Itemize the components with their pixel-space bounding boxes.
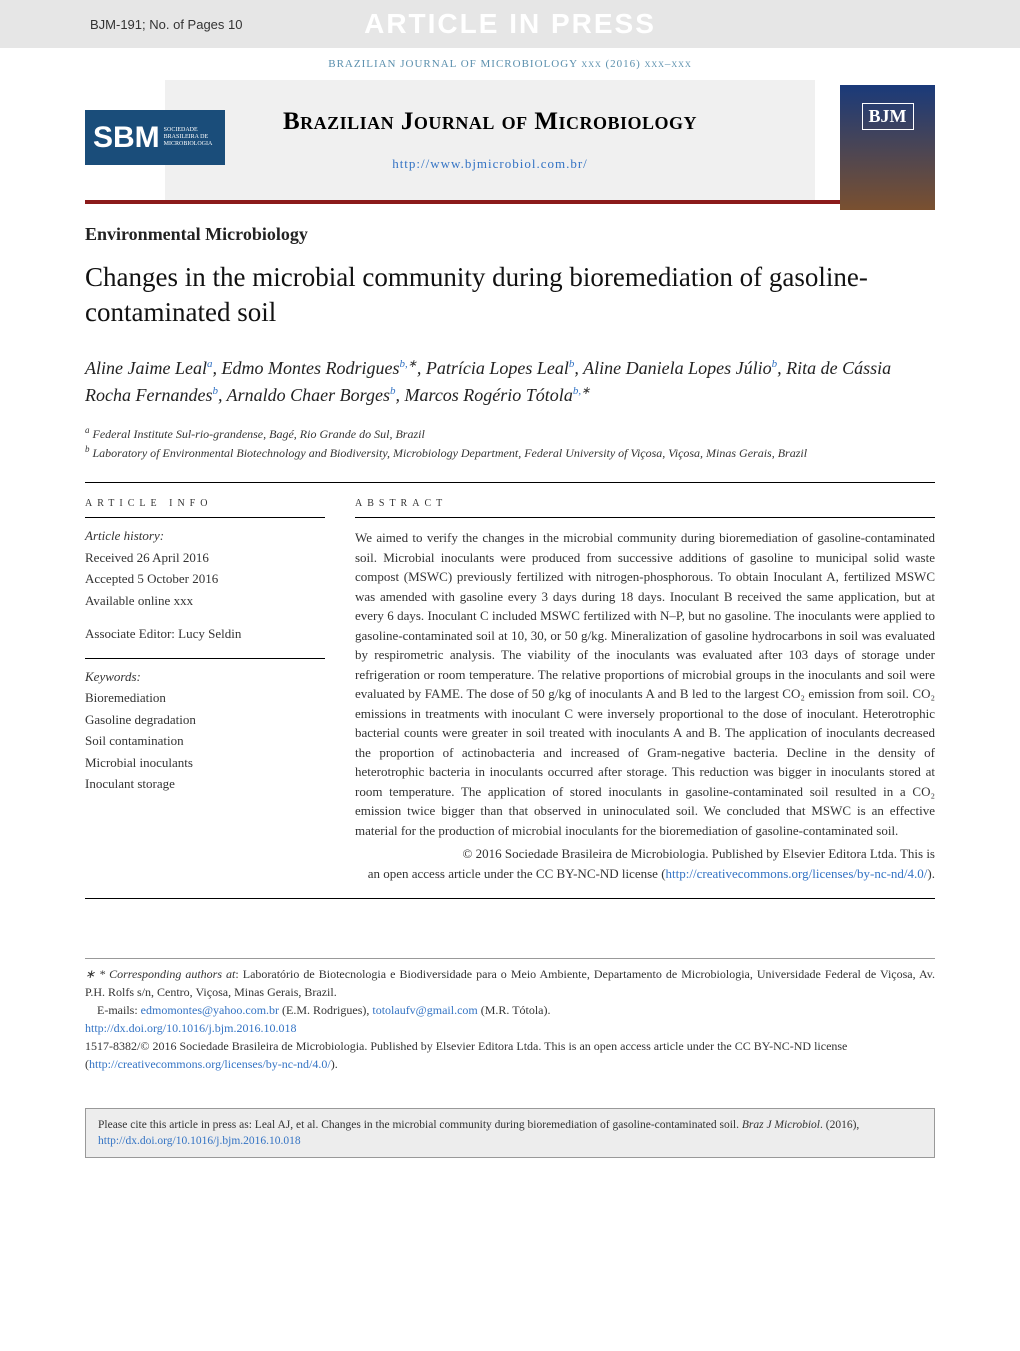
divider: [355, 517, 935, 518]
corresponding-star: ∗: [581, 385, 590, 397]
header-band: Brazilian Journal of Microbiology http:/…: [165, 80, 815, 200]
divider: [85, 658, 325, 659]
divider: [85, 958, 935, 959]
affil-text: Federal Institute Sul-rio-grandense, Bag…: [90, 427, 425, 441]
author-sup: b,: [573, 385, 581, 397]
info-abstract-columns: article info Article history: Received 2…: [85, 482, 935, 899]
article-content: Environmental Microbiology Changes in th…: [0, 204, 1020, 954]
keyword: Microbial inoculants: [85, 753, 325, 773]
journal-cover-image: BJM: [840, 85, 935, 210]
cite-journal-ital: Braz J Microbiol: [742, 1119, 820, 1131]
emails-line: E-mails: edmomontes@yahoo.com.br (E.M. R…: [85, 1001, 935, 1019]
author-sup: b: [772, 358, 778, 370]
associate-editor: Associate Editor: Lucy Seldin: [85, 624, 325, 644]
divider: [85, 517, 325, 518]
sbm-logo: SBM Sociedade Brasileira de Microbiologi…: [85, 110, 225, 165]
article-in-press-label: ARTICLE IN PRESS: [364, 8, 656, 40]
keyword: Soil contamination: [85, 731, 325, 751]
email-name: (E.M. Rodrigues),: [279, 1003, 372, 1017]
email-name: (M.R. Tótola).: [478, 1003, 551, 1017]
email-link[interactable]: edmomontes@yahoo.com.br: [141, 1003, 279, 1017]
history-label: Article history:: [85, 526, 325, 546]
authors-block: Aline Jaime Leala, Edmo Montes Rodrigues…: [85, 355, 935, 409]
sbm-logo-text: SBM: [93, 121, 160, 155]
cite-box: Please cite this article in press as: Le…: [85, 1108, 935, 1158]
keyword: Gasoline degradation: [85, 710, 325, 730]
abstract-heading: abstract: [355, 498, 935, 509]
affil-text: Laboratory of Environmental Biotechnolog…: [90, 446, 808, 460]
abstract-copyright: © 2016 Sociedade Brasileira de Microbiol…: [355, 844, 935, 883]
article-info-heading: article info: [85, 498, 325, 509]
cover-label: BJM: [862, 103, 914, 130]
journal-name: Brazilian Journal of Microbiology: [283, 108, 697, 136]
author-sup: b,: [399, 358, 407, 370]
cite-year: . (2016),: [820, 1119, 859, 1131]
copyright-close: ).: [927, 866, 935, 881]
article-info-column: article info Article history: Received 2…: [85, 483, 345, 898]
keyword: Bioremediation: [85, 688, 325, 708]
author-name: Aline Daniela Lopes Júlio: [583, 358, 771, 378]
accepted-date: Accepted 5 October 2016: [85, 569, 325, 589]
author-sup: b: [569, 358, 575, 370]
journal-ref-line: BRAZILIAN JOURNAL OF MICROBIOLOGY xxx (2…: [0, 48, 1020, 80]
keywords-label: Keywords:: [85, 667, 325, 687]
cite-doi-link[interactable]: http://dx.doi.org/10.1016/j.bjm.2016.10.…: [98, 1135, 301, 1147]
author-sup: a: [207, 358, 213, 370]
author-name: Arnaldo Chaer Borges: [227, 385, 390, 405]
journal-url-link[interactable]: http://www.bjmicrobiol.com.br/: [392, 156, 588, 172]
corresponding-star-footnote: ∗: [85, 967, 99, 981]
abstract-text: We aimed to verify the changes in the mi…: [355, 528, 935, 840]
page: BJM-191; No. of Pages 10 ARTICLE IN PRES…: [0, 0, 1020, 1158]
keyword: Inoculant storage: [85, 774, 325, 794]
footer-area: ∗ * Corresponding authors at: Laboratóri…: [0, 958, 1020, 1093]
corresponding-author-note: ∗ * Corresponding authors at: Laboratóri…: [85, 965, 935, 1001]
journal-header: SBM Sociedade Brasileira de Microbiologi…: [85, 80, 935, 204]
author-name: Aline Jaime Leal: [85, 358, 207, 378]
emails-label: E-mails:: [97, 1003, 141, 1017]
license-link[interactable]: http://creativecommons.org/licenses/by-n…: [89, 1057, 331, 1071]
author-sup: b: [390, 385, 396, 397]
license-link[interactable]: http://creativecommons.org/licenses/by-n…: [666, 866, 928, 881]
affiliations-block: a Federal Institute Sul-rio-grandense, B…: [85, 424, 935, 462]
corresponding-label: * Corresponding authors at: [99, 967, 235, 981]
issn-copyright-line: 1517-8382/© 2016 Sociedade Brasileira de…: [85, 1037, 935, 1073]
cite-prefix: Please cite this article in press as: Le…: [98, 1119, 742, 1131]
top-banner: BJM-191; No. of Pages 10 ARTICLE IN PRES…: [0, 0, 1020, 48]
copyright-line: © 2016 Sociedade Brasileira de Microbiol…: [463, 846, 936, 861]
keywords-block: Keywords: Bioremediation Gasoline degrad…: [85, 667, 325, 794]
issn-close: ).: [331, 1057, 338, 1071]
corresponding-star: ∗: [408, 358, 417, 370]
sbm-logo-subtext: Sociedade Brasileira de Microbiologia: [164, 127, 217, 149]
section-label: Environmental Microbiology: [85, 224, 935, 245]
abstract-column: abstract We aimed to verify the changes …: [345, 483, 935, 898]
doi-link[interactable]: http://dx.doi.org/10.1016/j.bjm.2016.10.…: [85, 1021, 296, 1035]
author-name: Patrícia Lopes Leal: [426, 358, 569, 378]
author-sup: b: [212, 385, 218, 397]
author-name: Edmo Montes Rodrigues: [221, 358, 399, 378]
model-ref: BJM-191; No. of Pages 10: [0, 17, 242, 32]
received-date: Received 26 April 2016: [85, 548, 325, 568]
copyright-line: an open access article under the CC BY-N…: [368, 866, 666, 881]
article-title: Changes in the microbial community durin…: [85, 260, 935, 330]
email-link[interactable]: totolaufv@gmail.com: [372, 1003, 477, 1017]
author-name: Marcos Rogério Tótola: [404, 385, 572, 405]
online-date: Available online xxx: [85, 591, 325, 611]
